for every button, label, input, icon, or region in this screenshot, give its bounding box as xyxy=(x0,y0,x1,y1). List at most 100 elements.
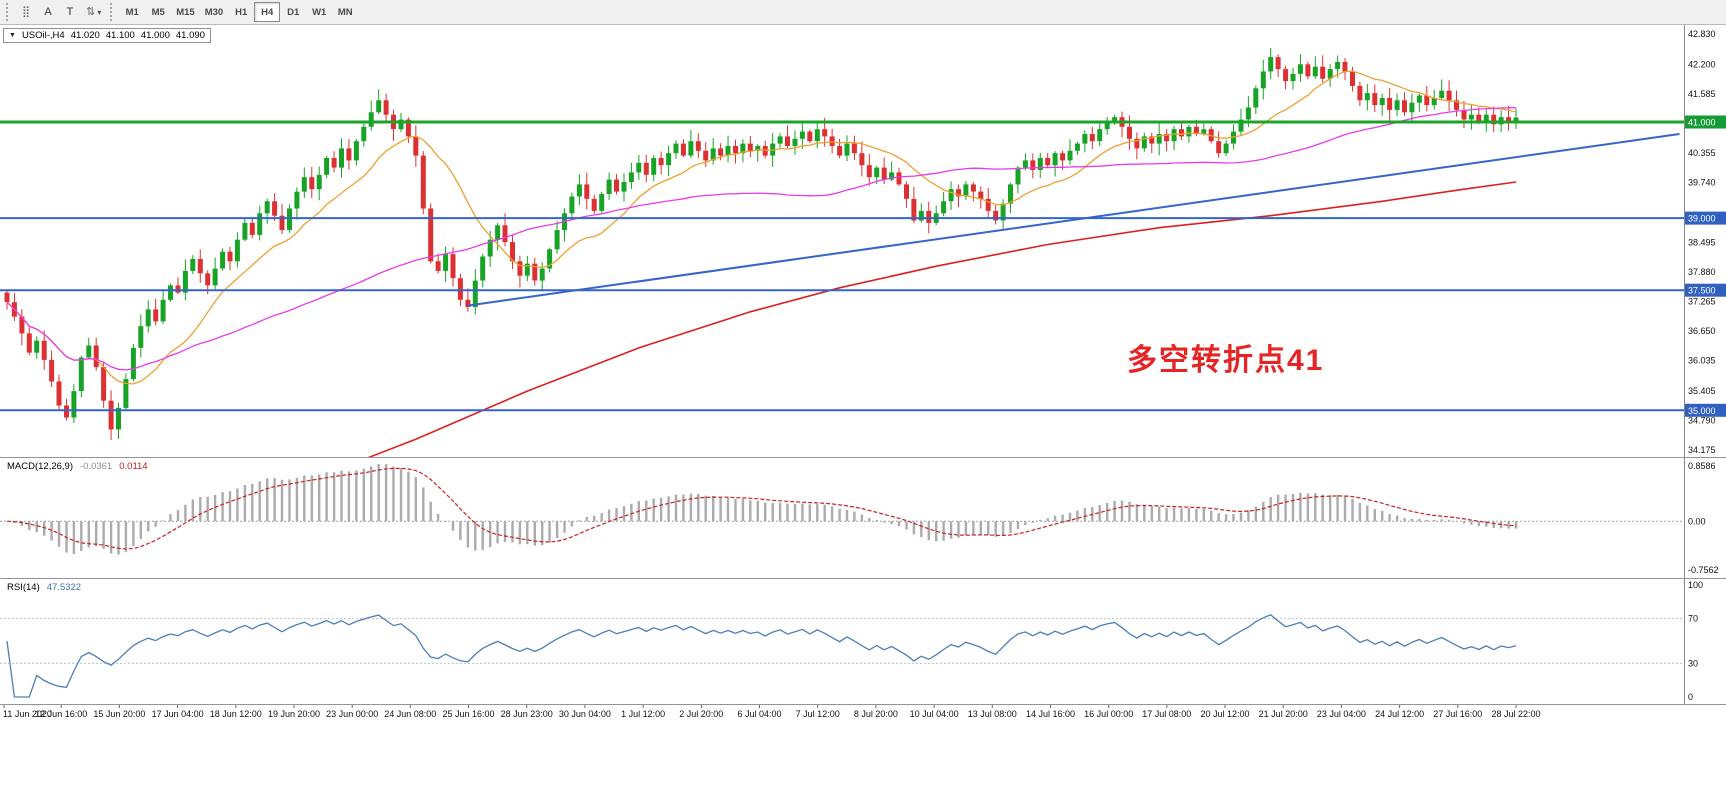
svg-text:15 Jun 20:00: 15 Jun 20:00 xyxy=(93,709,145,719)
svg-text:28 Jul 22:00: 28 Jul 22:00 xyxy=(1491,709,1540,719)
price-badge xyxy=(1685,211,1726,225)
price-chart[interactable]: 42.830 42.200 41.585 40.355 39.740 38.495 37.8… xyxy=(0,25,1726,457)
ma-mid-line xyxy=(6,107,1517,371)
ohlc-low: 41.000 xyxy=(140,30,170,41)
timeframe-w1-button[interactable]: W1 xyxy=(306,2,332,22)
svg-text:17 Jun 04:00: 17 Jun 04:00 xyxy=(152,709,204,719)
svg-text:14 Jul 16:00: 14 Jul 16:00 xyxy=(1026,709,1075,719)
macd-histogram xyxy=(13,464,1518,555)
svg-text:11 Jun 2020: 11 Jun 2020 xyxy=(3,709,52,719)
rsi-panel[interactable]: 100 70 30 0 xyxy=(0,579,1726,704)
svg-text:37.500: 37.500 xyxy=(1688,286,1716,296)
toolbar-grip-2[interactable] xyxy=(110,3,115,21)
svg-text:0: 0 xyxy=(1688,692,1693,702)
toolbar-grip[interactable] xyxy=(6,3,11,21)
price-badge xyxy=(1685,403,1726,417)
svg-text:70: 70 xyxy=(1688,614,1698,624)
svg-text:34.175: 34.175 xyxy=(1688,445,1716,455)
macd-value-signal: 0.0114 xyxy=(119,461,148,472)
chart-window: 42.830 42.200 41.585 40.355 39.740 38.495 37.8… xyxy=(0,25,1726,721)
timeframe-mn-button[interactable]: MN xyxy=(332,2,358,22)
svg-text:10 Jul 04:00: 10 Jul 04:00 xyxy=(910,709,959,719)
svg-text:27 Jul 16:00: 27 Jul 16:00 xyxy=(1433,709,1482,719)
svg-text:35.000: 35.000 xyxy=(1688,406,1716,416)
objects-grid-button[interactable]: ⣿ xyxy=(15,2,37,22)
caret-down-icon: ▾ xyxy=(97,7,102,17)
macd-signal-line xyxy=(6,467,1517,550)
svg-text:38.495: 38.495 xyxy=(1688,237,1716,247)
macd-plot xyxy=(0,464,1684,555)
svg-text:19 Jun 20:00: 19 Jun 20:00 xyxy=(268,709,320,719)
ohlc-open: 41.020 xyxy=(70,30,100,41)
svg-text:36.650: 36.650 xyxy=(1688,326,1716,336)
svg-text:25 Jun 16:00: 25 Jun 16:00 xyxy=(442,709,494,719)
svg-text:20 Jul 12:00: 20 Jul 12:00 xyxy=(1200,709,1249,719)
timeframe-m1-button[interactable]: M1 xyxy=(119,2,145,22)
svg-text:24 Jul 12:00: 24 Jul 12:00 xyxy=(1375,709,1424,719)
timeframe-m30-button[interactable]: M30 xyxy=(200,2,228,22)
rsi-line xyxy=(6,614,1517,698)
svg-text:7 Jul 12:00: 7 Jul 12:00 xyxy=(796,709,840,719)
panel-divider-2[interactable] xyxy=(0,578,1726,579)
svg-text:100: 100 xyxy=(1688,580,1703,590)
svg-text:0.8586: 0.8586 xyxy=(1688,461,1716,471)
symbol-timeframe-label: USOil-,H4 xyxy=(21,30,65,41)
one-click-expander-icon[interactable]: ▼ xyxy=(9,32,16,39)
price-axis[interactable]: 42.830 42.200 41.585 40.355 39.740 38.495 37.8… xyxy=(1685,29,1726,455)
grid-icon: ⣿ xyxy=(21,5,31,18)
text-label-tool-button[interactable]: A xyxy=(37,2,59,22)
svg-text:34.790: 34.790 xyxy=(1688,415,1716,425)
svg-text:21 Jul 20:00: 21 Jul 20:00 xyxy=(1259,709,1308,719)
trendline[interactable] xyxy=(467,133,1680,307)
svg-text:28 Jun 23:00: 28 Jun 23:00 xyxy=(501,709,553,719)
svg-text:40.355: 40.355 xyxy=(1688,148,1716,158)
timeframe-h4-button[interactable]: H4 xyxy=(254,2,281,22)
arrows-icon: ⇅ xyxy=(86,5,96,18)
svg-text:30: 30 xyxy=(1688,658,1698,668)
svg-text:17 Jul 08:00: 17 Jul 08:00 xyxy=(1142,709,1191,719)
svg-text:0.00: 0.00 xyxy=(1688,516,1706,526)
svg-text:39.000: 39.000 xyxy=(1688,214,1716,224)
timeframe-h1-button[interactable]: H1 xyxy=(228,2,254,22)
ohlc-close: 41.090 xyxy=(175,30,205,41)
svg-text:37.265: 37.265 xyxy=(1688,296,1716,306)
svg-text:41.000: 41.000 xyxy=(1688,117,1716,127)
ohlc-high: 41.100 xyxy=(105,30,135,41)
svg-text:6 Jul 04:00: 6 Jul 04:00 xyxy=(737,709,781,719)
svg-text:1 Jul 12:00: 1 Jul 12:00 xyxy=(621,709,665,719)
macd-title: MACD(12,26,9) -0.0361 0.0114 xyxy=(5,461,150,472)
text-tool-button[interactable]: T xyxy=(59,2,81,22)
chart-annotation[interactable]: 多空转折点41 xyxy=(1127,344,1325,377)
svg-text:23 Jul 04:00: 23 Jul 04:00 xyxy=(1317,709,1366,719)
svg-text:12 Jun 16:00: 12 Jun 16:00 xyxy=(35,709,87,719)
svg-text:36.035: 36.035 xyxy=(1688,356,1716,366)
svg-text:30 Jun 04:00: 30 Jun 04:00 xyxy=(559,709,611,719)
macd-axis[interactable]: 0.8586 0.00 -0.7562 xyxy=(1688,461,1719,575)
panel-divider[interactable] xyxy=(0,457,1726,458)
svg-text:42.830: 42.830 xyxy=(1688,29,1716,39)
macd-panel[interactable]: 0.8586 0.00 -0.7562 xyxy=(0,458,1726,578)
timeframe-m15-button[interactable]: M15 xyxy=(171,2,199,22)
arrows-tool-button[interactable]: ⇅ ▾ xyxy=(81,2,106,22)
ma-slow-line xyxy=(367,181,1517,457)
rsi-plot xyxy=(0,614,1684,698)
price-badge xyxy=(1685,283,1726,297)
svg-text:42.200: 42.200 xyxy=(1688,59,1716,69)
svg-text:39.740: 39.740 xyxy=(1688,178,1716,188)
rsi-axis[interactable]: 100 70 30 0 xyxy=(1688,580,1703,702)
timeframe-d1-button[interactable]: D1 xyxy=(280,2,306,22)
timeframe-m5-button[interactable]: M5 xyxy=(145,2,171,22)
toolbar: ⣿ A T ⇅ ▾ M1 M5 M15 M30 H1 H4 D1 W1 MN xyxy=(0,0,1726,25)
svg-text:18 Jun 12:00: 18 Jun 12:00 xyxy=(210,709,262,719)
rsi-label: RSI(14) xyxy=(7,582,40,593)
svg-text:23 Jun 00:00: 23 Jun 00:00 xyxy=(326,709,378,719)
plot-area xyxy=(0,47,1684,457)
svg-text:24 Jun 08:00: 24 Jun 08:00 xyxy=(384,709,436,719)
chart-title-box: ▼ USOil-,H4 41.020 41.100 41.000 41.090 xyxy=(3,28,211,43)
svg-text:37.880: 37.880 xyxy=(1688,267,1716,277)
svg-text:35.405: 35.405 xyxy=(1688,386,1716,396)
svg-text:2 Jul 20:00: 2 Jul 20:00 xyxy=(679,709,723,719)
panel-divider-3[interactable] xyxy=(0,704,1726,705)
